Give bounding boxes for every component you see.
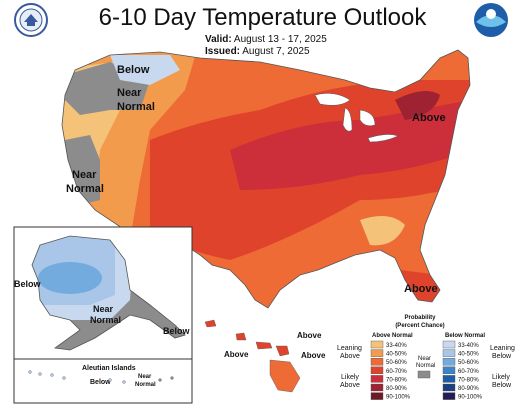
lake-superior	[314, 93, 351, 106]
legend-below-swatch-4	[442, 366, 456, 374]
legend-above-range-1: 33-40%	[386, 343, 407, 349]
legend-above-swatch-6	[370, 383, 384, 392]
issued-label: Issued:	[205, 46, 241, 57]
legend-below-header: Below Normal	[445, 333, 485, 339]
legend-near-normal-2: Normal	[416, 363, 435, 369]
hawaii-islands	[204, 319, 301, 393]
noaa-logo-icon	[474, 3, 508, 37]
legend-below-range-7: 90-100%	[458, 395, 483, 401]
valid-label: Valid:	[205, 34, 232, 45]
page-title: 6-10 Day Temperature Outlook	[98, 4, 427, 31]
legend-above-range-7: 90-100%	[386, 395, 411, 401]
label-near-normal-nw-1: Near	[117, 87, 142, 99]
legend-below-swatch-5	[442, 375, 456, 383]
legend-above-header: Above Normal	[372, 333, 413, 339]
legend-leaning-above-1: Leaning	[337, 345, 362, 352]
legend-below-swatch-3	[442, 358, 456, 366]
legend-leaning-below-1: Leaning	[490, 345, 515, 352]
label-aleutian-near-1: Near	[138, 374, 152, 380]
legend-above-range-6: 80-90%	[386, 386, 407, 392]
valid-dates: August 13 - 17, 2025	[233, 34, 327, 45]
legend-near-normal-swatch	[417, 370, 431, 379]
label-aleutian-near-2: Normal	[135, 382, 156, 388]
legend-below-swatch-1	[442, 340, 456, 349]
legend-leaning-above-2: Above	[340, 353, 360, 360]
lake-huron	[359, 109, 376, 127]
legend-likely-above-1: Likely	[341, 374, 359, 381]
legend-below-swatch-7	[442, 392, 456, 400]
legend-below-swatches: 33-40% 40-50% 50-60% 60-70% 70-80% 80-90% 90-1…	[442, 340, 483, 401]
legend-above-swatches: 33-40% 40-50% 50-60% 60-70% 70-80% 80-90% 90-1…	[370, 340, 411, 401]
label-near-normal-nw-2: Normal	[117, 101, 155, 113]
legend-below-range-3: 50-60%	[458, 360, 479, 366]
label-hawaii-above-2: Above	[224, 350, 249, 359]
legend-below-range-1: 33-40%	[458, 343, 479, 349]
aleutian-islands	[28, 370, 174, 384]
label-hawaii-above-1: Above	[297, 331, 322, 340]
legend-above-swatch-1	[370, 340, 384, 349]
label-above-fl: Above	[404, 283, 438, 295]
commerce-seal-icon	[14, 3, 48, 37]
legend-likely-below-1: Likely	[492, 374, 510, 381]
legend-below-swatch-2	[442, 349, 456, 357]
legend-below-range-5: 70-80%	[458, 377, 479, 383]
legend-above-swatch-4	[370, 366, 384, 374]
label-alaska-below: Below	[14, 279, 42, 289]
legend-above-range-4: 60-70%	[386, 369, 407, 375]
legend-above-swatch-7	[370, 392, 384, 400]
aleutian-inset-frame	[13, 358, 193, 404]
label-aleutian-title: Aleutian Islands	[82, 365, 136, 372]
lake-michigan	[342, 107, 353, 132]
legend-above-swatch-3	[370, 358, 384, 366]
legend-near-normal-1: Near	[418, 356, 431, 362]
label-alaska-near-1: Near	[93, 304, 114, 314]
legend-title-2: (Percent Chance)	[395, 323, 444, 329]
legend-above-range-3: 50-60%	[386, 360, 407, 366]
legend-above-range-5: 70-80%	[386, 377, 407, 383]
legend-above-swatch-2	[370, 349, 384, 357]
label-near-normal-w-2: Normal	[66, 183, 104, 195]
legend: Probability (Percent Chance) Above Norma…	[337, 315, 515, 401]
legend-below-swatch-6	[442, 383, 456, 392]
label-below-nw: Below	[117, 64, 150, 76]
issued-date: August 7, 2025	[242, 46, 310, 57]
legend-below-range-2: 40-50%	[458, 352, 479, 358]
legend-above-range-2: 40-50%	[386, 352, 407, 358]
valid-line: Valid: August 13 - 17, 2025	[205, 34, 327, 45]
legend-title-1: Probability	[404, 315, 436, 321]
label-alaska-near-2: Normal	[90, 315, 121, 325]
legend-below-range-6: 80-90%	[458, 386, 479, 392]
legend-above-swatch-5	[370, 375, 384, 383]
label-above-ne: Above	[412, 112, 446, 124]
issued-line: Issued: August 7, 2025	[205, 46, 310, 57]
alaska-outline	[31, 235, 186, 351]
legend-likely-above-2: Above	[340, 382, 360, 389]
legend-likely-below-2: Below	[492, 382, 512, 389]
label-aleutian-below: Below	[90, 379, 111, 386]
legend-leaning-below-2: Below	[492, 353, 512, 360]
lake-erie	[367, 134, 399, 143]
label-alaska-below-se: Below	[163, 326, 191, 336]
legend-below-range-4: 60-70%	[458, 369, 479, 375]
label-near-normal-w-1: Near	[72, 169, 97, 181]
label-hawaii-above-3: Above	[301, 351, 326, 360]
